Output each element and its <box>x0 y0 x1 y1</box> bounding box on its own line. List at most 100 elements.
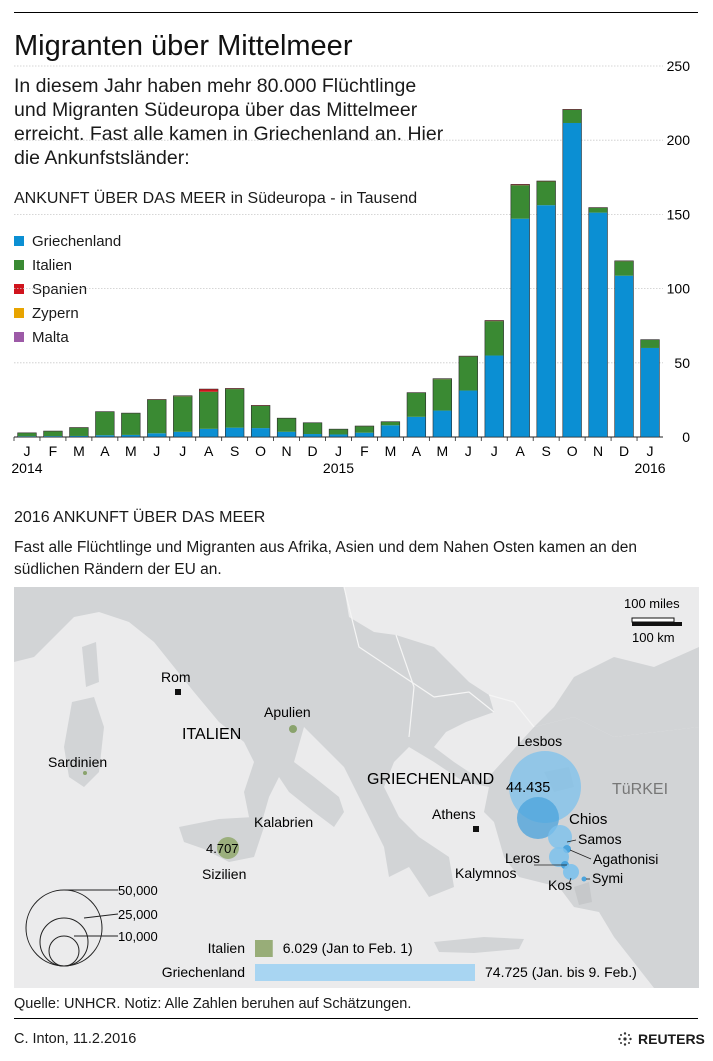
bar-outline <box>588 207 608 438</box>
year-label: 2015 <box>323 460 354 476</box>
reuters-logo-icon <box>618 1032 632 1046</box>
scale-bar <box>631 617 682 626</box>
x-tick-label: N <box>593 443 603 459</box>
bar-outline <box>276 417 297 438</box>
bar-outline <box>432 378 452 438</box>
bar-segment-italien <box>225 389 245 428</box>
legend-item-griechenland: Griechenland <box>14 229 121 253</box>
size-legend-label-mid: 25,000 <box>118 907 158 922</box>
size-legend-label-large: 50,000 <box>118 883 158 898</box>
arrivals-map: 50,000 25,000 10,000 100 miles 100 km Ro… <box>14 587 699 988</box>
section2-subtitle: Fast alle Flüchtlinge und Migranten aus … <box>14 539 637 578</box>
label-italien: ITALIEN <box>182 726 241 743</box>
bar-segment-griechenland <box>458 390 478 437</box>
bar-segment-italien <box>95 411 115 436</box>
bar-segment-italien <box>432 379 452 411</box>
bar-segment-italien <box>355 426 374 433</box>
label-sizilien: Sizilien <box>202 866 246 882</box>
legend-swatch <box>14 260 24 270</box>
bar-segment-italien <box>199 391 219 429</box>
bar-segment-griechenland <box>536 205 556 437</box>
bar-segment-griechenland <box>484 355 504 437</box>
bar-segment-italien <box>173 396 193 432</box>
borders <box>343 587 535 738</box>
legend-label: Griechenland <box>32 232 122 250</box>
bar-outline <box>406 392 427 438</box>
scale-km: 100 km <box>632 630 675 645</box>
bar-outline <box>484 320 504 438</box>
bar-segment-italien <box>251 405 270 429</box>
y-tick-label: 50 <box>674 355 690 371</box>
land-crete <box>434 937 524 953</box>
x-tick-label: M <box>73 443 85 459</box>
bar-outline <box>173 395 193 438</box>
label-kos: Kos <box>548 877 572 893</box>
total-label-italien: Italien <box>208 940 245 956</box>
footer-rule <box>14 1018 698 1019</box>
legend-label: Italien <box>32 256 73 274</box>
bar-segment-griechenland <box>562 122 582 438</box>
x-tick-label: S <box>542 443 551 459</box>
label-sardinien: Sardinien <box>48 754 107 770</box>
x-tick-label: N <box>282 443 292 459</box>
bar-segment-italien <box>640 339 660 348</box>
bar-segment-italien <box>562 109 582 123</box>
bar-outline <box>250 405 271 438</box>
bar-outline <box>43 430 63 438</box>
bubble-sardinien <box>83 771 87 775</box>
legend-swatch <box>14 308 24 318</box>
bubble-kos <box>563 864 579 880</box>
bubble-apulien <box>289 725 297 733</box>
bar-outline <box>614 260 634 438</box>
x-tick-label: M <box>125 443 137 459</box>
legend-item-italien: Italien <box>14 253 121 277</box>
bar-segment-italien <box>17 432 37 437</box>
bar-segment-spanien <box>510 184 530 186</box>
bar-segment-griechenland <box>355 432 374 437</box>
land-turkey <box>534 647 699 737</box>
bar-outline <box>302 422 323 438</box>
label-athens: Athens <box>432 806 476 822</box>
bar-segment-griechenland <box>43 436 63 437</box>
bar-outline <box>225 388 245 438</box>
label-lesbos-value: 44.435 <box>506 780 550 796</box>
x-tick-label: J <box>23 443 30 459</box>
x-tick-label: S <box>230 443 239 459</box>
legend-swatch <box>14 284 24 294</box>
source-note: Quelle: UNHCR. Notiz: Alle Zahlen beruhe… <box>14 996 412 1012</box>
athens-marker <box>473 826 479 832</box>
total-value-griechenland: 74.725 (Jan. bis 9. Feb.) <box>485 964 637 980</box>
x-tick-label: A <box>516 443 526 459</box>
bar-outline <box>562 109 582 438</box>
aegean-bubbles <box>509 751 587 882</box>
land-sardinia <box>64 697 104 787</box>
legend-item-malta: Malta <box>14 325 121 349</box>
land-europe <box>14 587 699 988</box>
y-tick-label: 250 <box>667 58 691 74</box>
bar-segment-italien <box>614 261 634 276</box>
label-kalabrien: Kalabrien <box>254 814 313 830</box>
reuters-logo-text: REUTERS <box>638 1031 705 1047</box>
year-label: 2014 <box>11 460 42 476</box>
x-tick-label: O <box>255 443 266 459</box>
bar-outline <box>17 432 37 438</box>
x-tick-label: A <box>412 443 422 459</box>
section2-title: 2016 ANKUNFT ÜBER DAS MEER <box>14 509 266 526</box>
bar-outline <box>536 180 556 438</box>
bar-segment-griechenland <box>95 435 115 437</box>
bubble-symi <box>581 876 587 882</box>
bar-segment-italien <box>458 356 478 391</box>
label-chios: Chios <box>569 811 607 828</box>
bar-segment-italien <box>303 422 322 435</box>
label-sizilien-value: 4.707 <box>206 841 239 856</box>
bar-segment-italien <box>484 321 504 356</box>
size-legend-circle-small <box>48 935 80 967</box>
year-label: 2016 <box>634 460 665 476</box>
x-tick-label: J <box>153 443 160 459</box>
y-tick-label: 200 <box>667 132 691 148</box>
bar-segment-griechenland <box>147 433 167 437</box>
bar-segment-italien <box>121 413 141 435</box>
total-bar-griechenland <box>255 964 475 981</box>
y-tick-label: 150 <box>667 206 691 222</box>
